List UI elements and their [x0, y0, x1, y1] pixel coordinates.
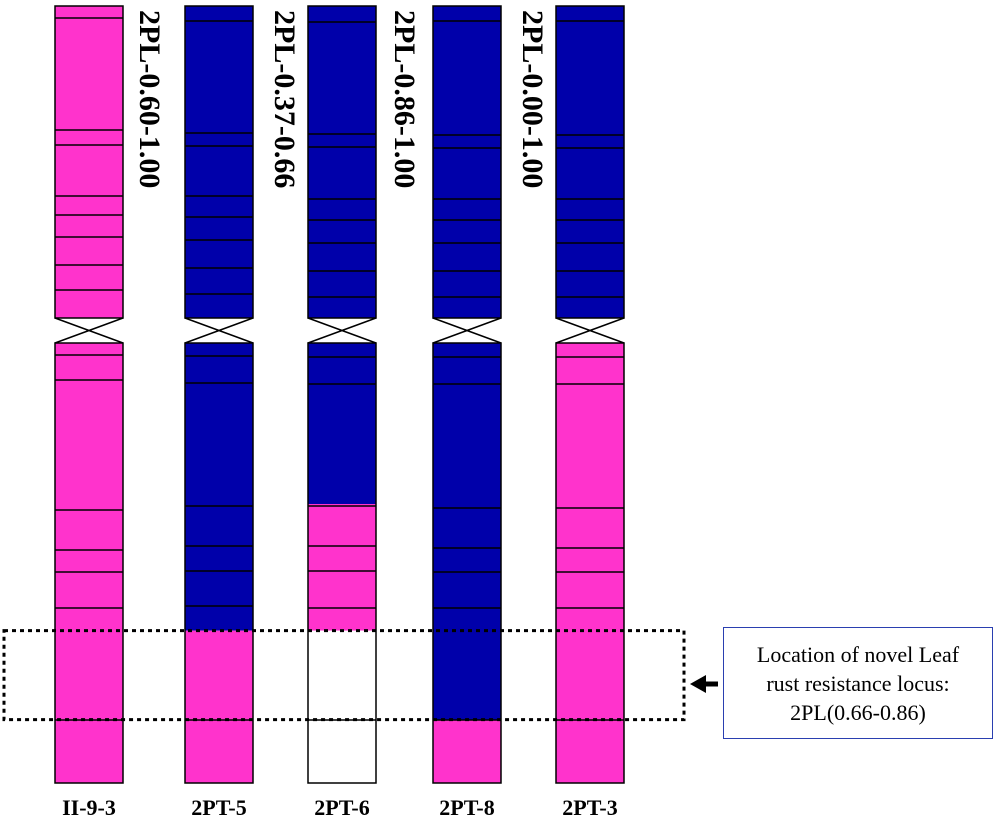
- chromosomes-group: II-9-3 2PT-5 2PT-6 2PT-8 2PT-3: [54, 5, 625, 820]
- long-arm-segment-pink: [308, 503, 376, 631]
- callout-line-3: 2PL(0.66-0.86): [790, 699, 926, 725]
- long-arm-segment-white: [308, 630, 376, 783]
- segment-label: 2PL-0.60-1.00: [133, 10, 166, 188]
- long-arm-segment-blue: [308, 343, 376, 504]
- callout-line-1: Location of novel Leaf: [756, 641, 960, 667]
- arrow-left-icon: [690, 675, 718, 693]
- chromosome-name: 2PT-6: [314, 795, 369, 820]
- long-arm-outline: [555, 342, 625, 784]
- callout-line-2: rust resistance locus:: [766, 670, 950, 696]
- short-arm: [54, 5, 124, 319]
- long-arm-outline: [54, 342, 124, 784]
- long-arm-outline: [184, 342, 254, 784]
- long-arm-segment-pink: [433, 719, 501, 783]
- centromere: [555, 317, 625, 344]
- locus-callout-box: Location of novel Leaf rust resistance l…: [723, 627, 993, 739]
- long-arm-outline: [307, 342, 377, 784]
- chromosome-2PT-3: 2PT-3: [555, 5, 625, 820]
- short-arm: [184, 5, 254, 319]
- short-arm: [555, 5, 625, 319]
- chromosome-2PT-5: 2PT-5: [184, 5, 254, 820]
- long-arm-segment-pink: [185, 630, 253, 783]
- centromere: [54, 317, 124, 344]
- long-arm-segment-blue: [185, 343, 253, 631]
- short-arm: [307, 5, 377, 319]
- segment-label: 2PL-0.00-1.00: [516, 10, 549, 188]
- chromosome-name: II-9-3: [62, 795, 116, 820]
- centromere: [184, 317, 254, 344]
- centromere: [432, 317, 502, 344]
- novel-locus-region-box: [2, 629, 686, 722]
- centromere: [307, 317, 377, 344]
- chromosome-2PT-6: 2PT-6: [307, 5, 377, 820]
- segment-label: 2PL-0.86-1.00: [388, 10, 421, 188]
- short-arm: [432, 5, 502, 319]
- chromosome-name: 2PT-3: [562, 795, 617, 820]
- segment-labels-group: 2PL-0.60-1.00 2PL-0.37-0.66 2PL-0.86-1.00 2…: [133, 10, 549, 188]
- chromosome-2PT-8: 2PT-8: [432, 5, 502, 820]
- long-arm-segment-pink: [556, 343, 624, 783]
- chromosome-name: 2PT-8: [439, 795, 494, 820]
- segment-label: 2PL-0.37-0.66: [268, 10, 301, 188]
- chromosome-name: 2PT-5: [191, 795, 246, 820]
- long-arm-segment-pink: [55, 343, 123, 783]
- long-arm-outline: [432, 342, 502, 784]
- long-arm-segment-blue: [433, 343, 501, 720]
- chromosome-II-9-3: II-9-3: [54, 5, 124, 820]
